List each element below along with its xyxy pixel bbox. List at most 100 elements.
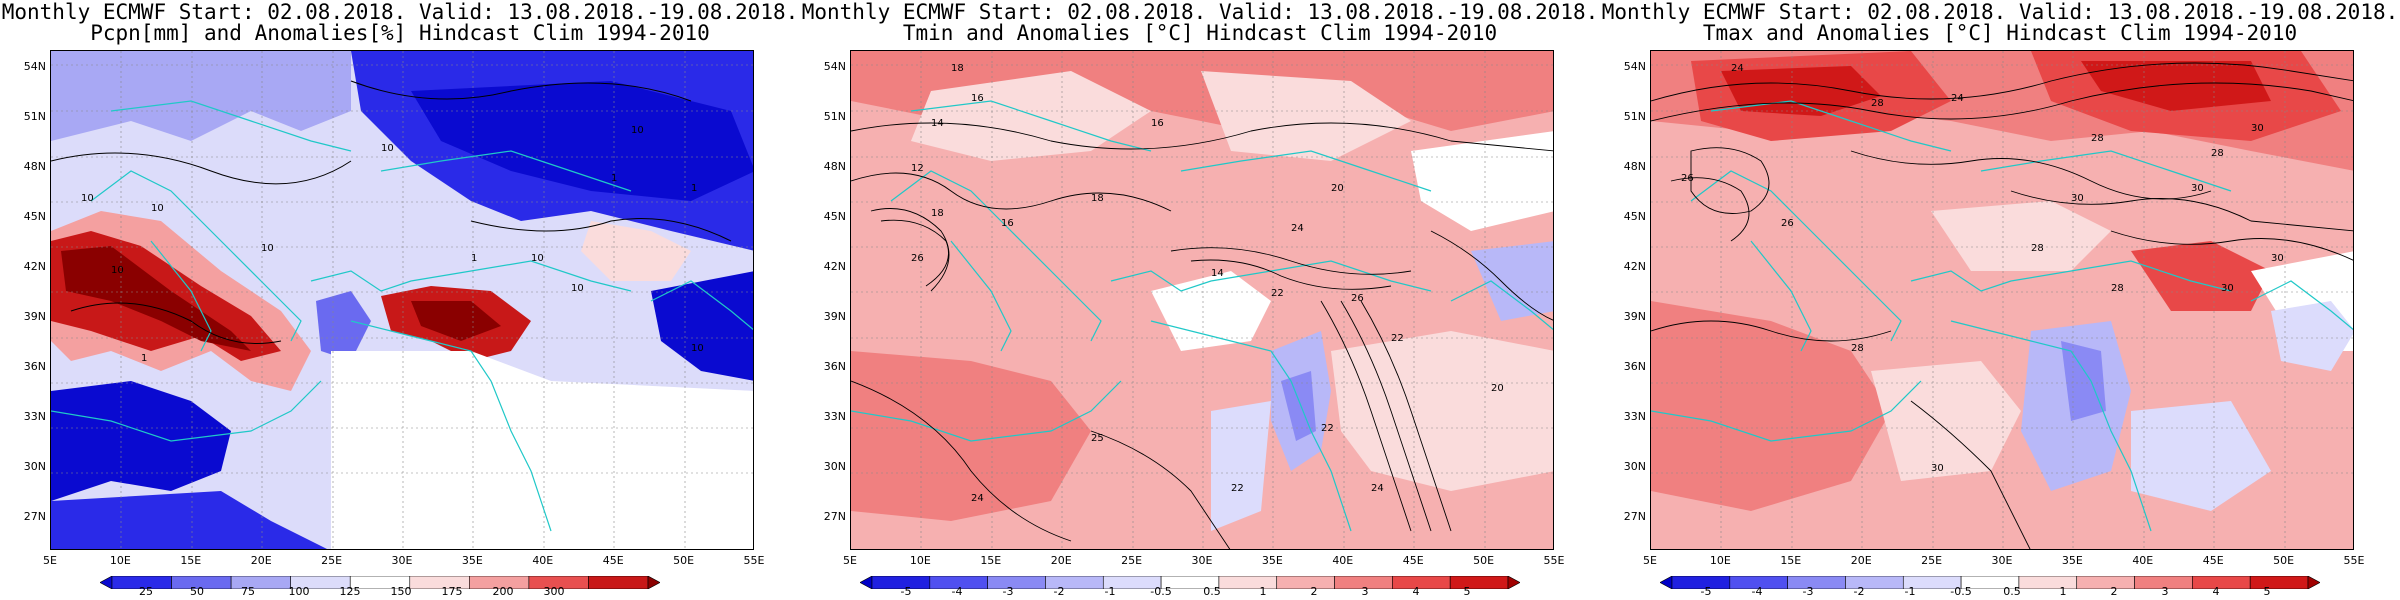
colorbar-label: 50 bbox=[190, 585, 204, 598]
contour-label: 30 bbox=[2071, 193, 2084, 204]
tmax-map[interactable]: 24 26 28 24 30 28 30 26 28 30 28 30 28 3… bbox=[1650, 50, 2354, 550]
lat-tick-label: 30N bbox=[1623, 459, 1646, 473]
lat-tick-label: 42N bbox=[823, 259, 846, 273]
lon-tick-label: 35E bbox=[2061, 554, 2083, 567]
contour-label: 28 bbox=[1851, 343, 1864, 354]
colorbar-segment bbox=[2307, 575, 2321, 590]
contour-label: 14 bbox=[1211, 268, 1224, 279]
lat-tick-label: 33N bbox=[823, 409, 846, 423]
contour-label: 30 bbox=[2221, 283, 2234, 294]
contour-label: 22 bbox=[1271, 288, 1284, 299]
contour-label: 18 bbox=[931, 208, 944, 219]
colorbar-label: 3 bbox=[1361, 585, 1369, 598]
colorbar-label: 75 bbox=[241, 585, 255, 598]
colorbar-label: 125 bbox=[339, 585, 361, 598]
lon-tick-label: 30E bbox=[1991, 554, 2013, 567]
tmax-field: 24 26 28 24 30 28 30 26 28 30 28 30 28 3… bbox=[1651, 51, 2353, 549]
contour-label: 1 bbox=[471, 253, 477, 264]
contour-label: 1 bbox=[691, 183, 697, 194]
colorbar-label: 300 bbox=[543, 585, 565, 598]
colorbar-label: 5 bbox=[2263, 585, 2271, 598]
contour-label: 20 bbox=[1491, 383, 1504, 394]
contour-label: 30 bbox=[2191, 183, 2204, 194]
lat-tick-label: 54N bbox=[23, 59, 46, 73]
colorbar-label: 2 bbox=[1310, 585, 1318, 598]
contour-label: 28 bbox=[2091, 133, 2104, 144]
contour-label: 16 bbox=[1001, 218, 1014, 229]
lat-tick-label: 36N bbox=[1623, 359, 1646, 373]
contour-label: 24 bbox=[971, 493, 984, 504]
colorbar-label: 25 bbox=[139, 585, 153, 598]
lon-tick-label: 15E bbox=[1780, 554, 1802, 567]
contour-label: 24 bbox=[1951, 93, 1964, 104]
panel-tmax: Monthly ECMWF Start: 02.08.2018. Valid: … bbox=[1600, 0, 2400, 600]
lon-tick-label: 45E bbox=[602, 554, 624, 567]
contour-label: 30 bbox=[2271, 253, 2284, 264]
precipitation-field: 10 10 10 10 10 1 1 1 1 10 10 10 10 bbox=[51, 51, 753, 549]
contour-labels: 18 16 14 16 12 18 16 14 18 20 22 24 26 2… bbox=[911, 63, 1504, 504]
lon-tick-label: 10E bbox=[1709, 554, 1731, 567]
lon-tick-label: 35E bbox=[1261, 554, 1283, 567]
panel-title-line1: Monthly ECMWF Start: 02.08.2018. Valid: … bbox=[1, 0, 799, 24]
lon-tick-label: 40E bbox=[2132, 554, 2154, 567]
colorbar-label: -5 bbox=[900, 585, 912, 598]
lat-tick-label: 36N bbox=[823, 359, 846, 373]
lat-tick-label: 48N bbox=[23, 159, 46, 173]
lat-tick-label: 51N bbox=[23, 109, 46, 123]
lon-tick-label: 10E bbox=[109, 554, 131, 567]
lon-tick-label: 20E bbox=[1850, 554, 1872, 567]
contour-label: 14 bbox=[931, 118, 944, 129]
contour-label: 10 bbox=[261, 243, 274, 254]
tmin-map[interactable]: 18 16 14 16 12 18 16 14 18 20 22 24 26 2… bbox=[850, 50, 1554, 550]
lat-tick-label: 30N bbox=[23, 459, 46, 473]
lon-tick-label: 50E bbox=[673, 554, 695, 567]
colorbar-label: -4 bbox=[1751, 585, 1763, 598]
panel-title-line2: Tmax and Anomalies [°C] Hindcast Clim 19… bbox=[1702, 21, 2298, 45]
lon-tick-label: 55E bbox=[2343, 554, 2365, 567]
contour-label: 24 bbox=[1371, 483, 1384, 494]
colorbar-label: 100 bbox=[288, 585, 310, 598]
lat-tick-label: 27N bbox=[823, 509, 846, 523]
colorbar-label: 0.5 bbox=[1203, 585, 1221, 598]
contour-label: 30 bbox=[2251, 123, 2264, 134]
lat-tick-label: 33N bbox=[23, 409, 46, 423]
colorbar-label: -0.5 bbox=[1150, 585, 1172, 598]
colorbar-segment bbox=[99, 575, 113, 590]
contour-label: 10 bbox=[111, 265, 124, 276]
lon-tick-label: 15E bbox=[180, 554, 202, 567]
contour-label: 18 bbox=[951, 63, 964, 74]
colorbar-label: -4 bbox=[951, 585, 963, 598]
tmin-field: 18 16 14 16 12 18 16 14 18 20 22 24 26 2… bbox=[851, 51, 1553, 549]
contour-label: 16 bbox=[1151, 118, 1164, 129]
lat-tick-label: 54N bbox=[1623, 59, 1646, 73]
colorbar-label: -3 bbox=[1802, 585, 1814, 598]
colorbar-label: 1 bbox=[2059, 585, 2067, 598]
contour-label: 16 bbox=[971, 93, 984, 104]
contour-label: 26 bbox=[911, 253, 924, 264]
panel-title-line1: Monthly ECMWF Start: 02.08.2018. Valid: … bbox=[1601, 0, 2399, 24]
lon-tick-label: 40E bbox=[1332, 554, 1354, 567]
colorbar-label: 2 bbox=[2110, 585, 2118, 598]
colorbar bbox=[859, 574, 1521, 590]
lat-tick-label: 39N bbox=[23, 309, 46, 323]
panel-precipitation: Monthly ECMWF Start: 02.08.2018. Valid: … bbox=[0, 0, 800, 600]
colorbar-label: -5 bbox=[1700, 585, 1712, 598]
lon-tick-label: 25E bbox=[1921, 554, 1943, 567]
colorbar-label: -2 bbox=[1053, 585, 1065, 598]
lat-tick-label: 51N bbox=[823, 109, 846, 123]
contour-label: 26 bbox=[1781, 218, 1794, 229]
lat-tick-label: 45N bbox=[1623, 209, 1646, 223]
lat-tick-label: 27N bbox=[23, 509, 46, 523]
lat-tick-label: 33N bbox=[1623, 409, 1646, 423]
colorbar-label: 3 bbox=[2161, 585, 2169, 598]
lon-tick-label: 50E bbox=[1473, 554, 1495, 567]
colorbar-segment bbox=[1659, 575, 1673, 590]
contour-label: 25 bbox=[1091, 433, 1104, 444]
panel-title-line2: Tmin and Anomalies [°C] Hindcast Clim 19… bbox=[902, 21, 1498, 45]
precipitation-map[interactable]: 10 10 10 10 10 1 1 1 1 10 10 10 10 bbox=[50, 50, 754, 550]
lat-tick-label: 51N bbox=[1623, 109, 1646, 123]
contour-label: 10 bbox=[381, 143, 394, 154]
lat-tick-label: 27N bbox=[1623, 509, 1646, 523]
colorbar-segment bbox=[1507, 575, 1521, 590]
panel-tmin: Monthly ECMWF Start: 02.08.2018. Valid: … bbox=[800, 0, 1600, 600]
